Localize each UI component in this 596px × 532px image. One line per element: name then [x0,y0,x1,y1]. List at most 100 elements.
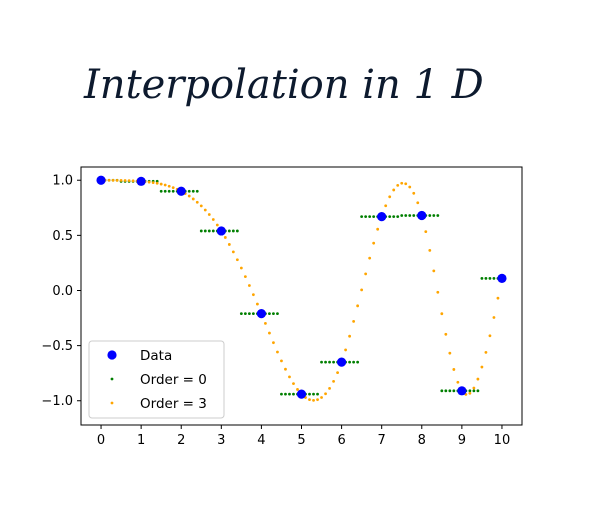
order-0-point [368,215,372,219]
order-0-point [448,389,452,393]
order-3-point [159,182,163,186]
order-0-point [352,360,356,364]
legend: Data Order = 0 Order = 3 [88,340,225,419]
order-3-point [472,386,476,390]
order-3-point [388,195,392,199]
order-3-point [308,398,311,402]
order-3-point [256,302,259,306]
order-0-point [207,229,211,233]
order-3-point [147,180,151,184]
order-3-point [316,398,319,402]
order-3-point [348,334,352,338]
order-3-point [444,332,448,336]
data-point [296,389,307,399]
order-3-point [127,179,131,183]
order-3-point [328,386,331,390]
order-3-point [119,179,123,182]
order-0-point [159,189,163,193]
order-0-point [243,312,247,316]
order-0-point [324,360,327,364]
order-0-point [203,229,207,233]
order-3-point [364,272,368,276]
order-0-point [191,189,195,193]
data-point [457,386,467,396]
order-0-point [284,392,287,396]
order-3-point [107,178,111,182]
order-0-point [280,392,283,396]
order-0-point [227,229,231,233]
order-0-point [480,276,484,280]
x-tick-label: 2 [177,433,185,448]
order-3-point [448,351,452,355]
order-3-point [368,256,372,260]
order-0-point [404,214,408,217]
order-0-point [392,215,396,219]
order-3-point [480,365,484,369]
order-0-point [288,392,291,396]
order-3-point [440,312,444,316]
order-0-point [247,312,251,316]
order-3-point [247,284,251,287]
order-0-point [356,360,360,364]
order-0-point [251,312,255,316]
order-3-point [268,331,271,335]
data-point [176,186,186,196]
order-3-point [211,218,215,221]
order-0-point [195,189,199,193]
order-3-point [264,321,267,325]
order-3-point [215,223,219,227]
order-3-point [412,191,416,195]
order-3-point [235,258,239,262]
data-point [497,273,507,283]
order-0-point [211,229,215,233]
x-tick-label: 9 [458,433,466,448]
order-3-point [203,208,207,212]
order-0-point [432,214,436,217]
order-3-point [280,359,283,363]
legend-label-order-0: Order = 0 [140,372,207,388]
order-3-point [171,186,175,190]
order-3-point [239,266,243,270]
order-3-point [396,183,400,187]
x-tick-label: 10 [494,433,511,448]
order-0-point [239,312,243,316]
order-0-point [412,214,416,217]
order-0-point [235,229,239,233]
order-3-point [111,178,115,182]
order-0-point [163,189,167,193]
data-point [96,175,106,185]
order-3-point [372,241,376,245]
order-3-point [155,181,159,185]
order-0-point [320,360,323,364]
order-0-point [388,215,392,219]
order-3-point [115,178,119,182]
legend-box [88,340,225,419]
order-3-point [436,290,440,294]
order-3-point [452,368,456,371]
x-tick-label: 7 [378,433,386,448]
order-0-point [167,189,171,193]
order-0-point [472,389,476,393]
order-3-point [272,341,275,345]
order-3-point [468,391,472,395]
order-3-point [400,181,404,185]
order-3-point [336,371,339,375]
order-3-point [151,181,155,185]
order-3-point [191,197,195,201]
y-tick-label: −1.0 [41,394,73,409]
order-3-point [392,188,396,192]
order-3-point [163,183,167,187]
order-3-point [288,375,291,379]
y-axis: 1.0 0.5 0.0 −0.5 −1.0 [41,174,81,409]
order-0-point [444,389,448,393]
order-0-point [171,189,175,193]
order-0-point [316,392,319,396]
legend-label-data: Data [140,348,172,364]
y-tick-label: 0.5 [52,229,73,244]
order-3-point [231,250,235,254]
legend-marker-data [107,350,117,360]
legend-marker-order-3 [110,401,114,405]
order-3-point [199,204,203,208]
order-3-point [432,269,436,273]
